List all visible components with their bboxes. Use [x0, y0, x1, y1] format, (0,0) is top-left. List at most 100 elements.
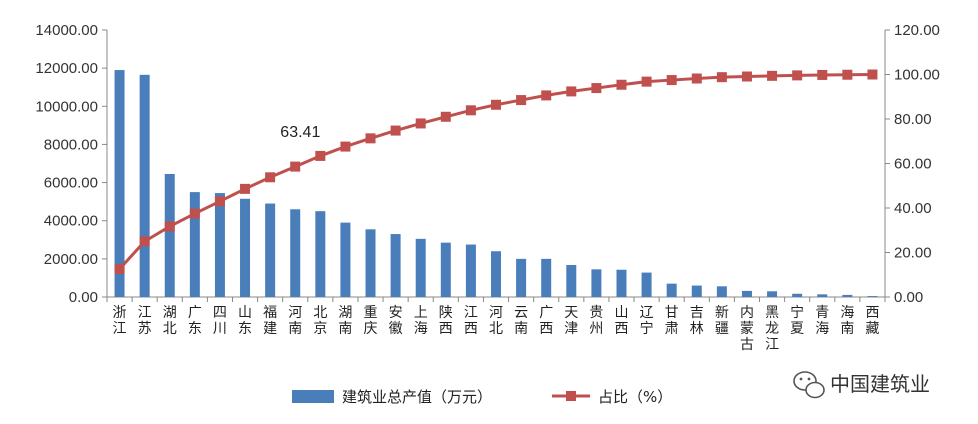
bar	[767, 291, 778, 297]
line-marker	[691, 73, 702, 84]
category-label: 江西	[464, 305, 478, 337]
bar	[189, 192, 200, 297]
category-label: 山西	[614, 305, 628, 337]
line-marker	[365, 133, 376, 144]
bar	[666, 283, 677, 297]
bar	[139, 74, 150, 297]
line-marker	[340, 141, 351, 152]
bar	[114, 70, 125, 297]
category-label: 广东	[188, 305, 202, 337]
bar	[491, 251, 501, 297]
bar	[415, 238, 426, 297]
bar	[465, 244, 476, 297]
left-tick-label: 12000.00	[35, 60, 98, 77]
right-tick-label: 120.00	[894, 22, 940, 39]
left-tick-label: 0.00	[69, 289, 98, 306]
line-marker	[616, 79, 627, 90]
line-marker	[817, 69, 828, 80]
legend-bar-label: 建筑业总产值（万元）	[342, 388, 492, 406]
line-marker	[315, 150, 326, 161]
bar	[566, 264, 577, 297]
category-label: 四川	[213, 305, 227, 337]
bar	[867, 296, 878, 297]
line-marker	[541, 90, 552, 101]
category-label: 青海	[815, 305, 829, 337]
bar	[390, 234, 401, 297]
line-marker	[516, 95, 527, 106]
bar	[716, 286, 727, 297]
right-tick-label: 60.00	[894, 156, 932, 173]
left-tick-label: 14000.00	[35, 22, 98, 39]
category-label: 安徽	[389, 305, 403, 337]
legend-line-label: 占比（%）	[598, 388, 672, 406]
category-label: 辽宁	[640, 305, 654, 337]
category-label: 湖北	[163, 305, 177, 337]
bar	[440, 242, 451, 297]
left-tick-label: 2000.00	[44, 251, 98, 268]
bar	[541, 258, 552, 297]
right-tick-label: 80.00	[894, 111, 932, 128]
line-marker	[641, 76, 652, 87]
category-label: 北京	[313, 305, 327, 337]
line-marker	[240, 183, 251, 194]
category-label: 黑龙江	[765, 305, 779, 353]
bar	[641, 272, 652, 297]
bar	[591, 269, 602, 297]
bar	[315, 211, 326, 297]
bar	[616, 269, 627, 297]
line-marker	[440, 111, 451, 122]
category-label: 西藏	[865, 305, 879, 337]
bar	[691, 285, 702, 297]
bar	[265, 203, 276, 297]
category-label: 新疆	[715, 305, 729, 337]
category-label: 内蒙古	[740, 305, 754, 353]
line-marker	[465, 105, 476, 116]
line-marker	[792, 70, 803, 81]
line-series	[114, 69, 878, 274]
right-tick-label: 40.00	[894, 200, 932, 217]
left-tick-label: 10000.00	[35, 98, 98, 115]
category-label: 云南	[514, 305, 528, 337]
watermark: 中国建筑业	[793, 371, 930, 399]
left-tick-label: 8000.00	[44, 136, 98, 153]
category-label: 海南	[840, 305, 854, 337]
annotation-label: 63.41	[280, 124, 320, 141]
category-label: 甘肃	[665, 305, 679, 337]
watermark-text: 中国建筑业	[830, 372, 930, 396]
left-tick-label: 4000.00	[44, 213, 98, 230]
legend-line-marker	[566, 391, 576, 401]
bar	[214, 193, 225, 297]
category-label: 贵州	[589, 305, 603, 337]
bar	[741, 290, 752, 297]
legend: 建筑业总产值（万元） 占比（%）	[292, 388, 672, 406]
left-tick-label: 6000.00	[44, 175, 98, 192]
bar	[792, 293, 803, 297]
bar	[290, 209, 301, 297]
line-marker	[842, 69, 853, 80]
bar	[164, 173, 175, 297]
category-label: 上海	[414, 305, 428, 337]
category-label: 广西	[539, 305, 553, 337]
line-marker	[767, 70, 778, 81]
category-label: 陕西	[439, 305, 453, 337]
category-label: 浙江	[113, 305, 127, 337]
category-label: 湖南	[338, 305, 352, 337]
line-marker	[114, 263, 125, 274]
bar-series	[114, 70, 878, 297]
category-label: 宁夏	[790, 304, 804, 337]
category-label: 山东	[238, 305, 252, 337]
line-marker	[139, 236, 150, 247]
line-marker	[867, 69, 878, 80]
right-tick-label: 100.00	[894, 67, 940, 84]
line-marker	[164, 221, 175, 232]
category-label: 河南	[288, 305, 302, 337]
line-marker	[189, 208, 200, 219]
line-marker	[265, 172, 276, 183]
line-marker	[566, 86, 577, 97]
line-marker	[415, 118, 426, 129]
line-marker	[214, 196, 225, 207]
category-label: 吉林	[690, 305, 704, 337]
legend-bar-swatch	[292, 390, 334, 403]
line-marker	[390, 125, 401, 136]
